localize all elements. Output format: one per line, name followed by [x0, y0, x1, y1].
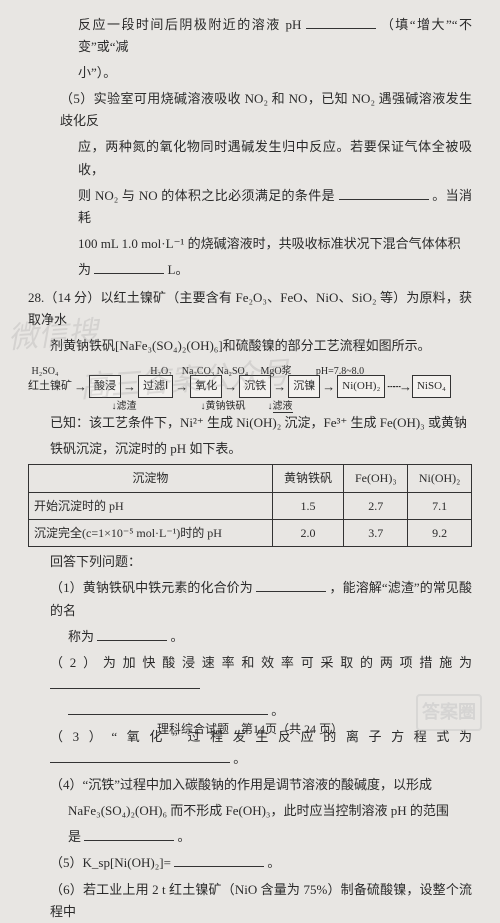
blank[interactable] — [68, 701, 268, 715]
flow-label: H₂SO₄ — [32, 363, 59, 375]
precipitation-table: 沉淀物 黄钠铁矾 Fe(OH)₃ Ni(OH)₂ 开始沉淀时的 pH 1.5 2… — [28, 464, 472, 547]
text: 小”）。 — [78, 65, 116, 80]
blank[interactable] — [174, 853, 264, 867]
text: 反应一段时间后阴极附近的溶液 pH — [78, 17, 301, 32]
text: 称为 — [68, 629, 94, 644]
arrow-icon: → — [222, 376, 239, 398]
blank[interactable] — [50, 749, 230, 763]
table-cell: 9.2 — [408, 519, 472, 546]
table-cell: 2.0 — [272, 519, 344, 546]
table-cell: 1.5 — [272, 492, 344, 519]
sub6: （6）若工业上用 2 t 红土镍矿（NiO 含量为 75%）制备硫酸镍，设整个流… — [28, 879, 472, 923]
flow-label: 滤渣 — [117, 401, 137, 412]
arrow-icon: → — [72, 376, 89, 398]
flow-node: NiSO₄ — [412, 375, 451, 398]
sub2: （2）为加快酸浸速率和效率可采取的两项措施为 — [28, 652, 472, 696]
flow-label: Na₂CO₃ Na₂SO₄ — [182, 363, 248, 375]
sub5: （5）K_sp[Ni(OH)₂]= 。 — [28, 852, 472, 874]
q28-head: 28.（14 分）以红土镍矿（主要含有 Fe₂O₃、FeO、NiO、SiO₂ 等… — [28, 287, 472, 331]
flow-label: 黄钠铁矾 — [206, 401, 246, 412]
text: 是 — [68, 829, 81, 844]
text: 则 NO₂ 与 NO 的体积之比必须满足的条件是 — [78, 188, 335, 203]
table-row: 开始沉淀时的 pH 1.5 2.7 7.1 — [29, 492, 472, 519]
table-row: 沉淀物 黄钠铁矾 Fe(OH)₃ Ni(OH)₂ — [29, 465, 472, 492]
arrow-icon: → — [121, 376, 138, 398]
arrow-icon: → — [320, 376, 337, 398]
text: 回答下列问题： — [50, 554, 141, 569]
blank[interactable] — [84, 827, 174, 841]
table-header: 沉淀物 — [29, 465, 273, 492]
q27-5-l2: 应，两种氮的氧化物同时遇碱发生归中反应。若要保证气体全被吸收， — [28, 136, 472, 180]
text: （5）K_sp[Ni(OH)₂]= — [50, 855, 171, 870]
table-header: 黄钠铁矾 — [272, 465, 344, 492]
flow-node: 酸浸 — [89, 375, 121, 398]
text: 28.（14 分）以红土镍矿（主要含有 Fe₂O₃、FeO、NiO、SiO₂ 等… — [28, 290, 472, 327]
flow-label: H₂O₂ — [150, 363, 171, 375]
table-intro-1: 已知：该工艺条件下，Ni²⁺ 生成 Ni(OH)₂ 沉淀，Fe³⁺ 生成 Fe(… — [28, 412, 472, 434]
blank[interactable] — [256, 578, 326, 592]
table-cell: 开始沉淀时的 pH — [29, 492, 273, 519]
flow-node: Ni(OH)₂ — [337, 375, 385, 398]
arrow-dashed-icon: ┄┄→ — [385, 376, 412, 398]
text: 理科综合试题 第14页（共 24 页） — [157, 722, 343, 736]
text: 。 — [267, 855, 280, 870]
flow-node: 红土镍矿 — [28, 377, 72, 396]
flow-node: 沉镍 — [288, 375, 320, 398]
sub4a: （4）“沉铁”过程中加入碳酸钠的作用是调节溶液的酸碱度，以形成 — [28, 774, 472, 796]
text: 剂黄钠铁矾[NaFe₃(SO₄)₂(OH)₆]和硫酸镍的部分工艺流程如图所示。 — [50, 338, 431, 353]
text: （2）为加快酸浸速率和效率可采取的两项措施为 — [50, 655, 472, 670]
q27-4-line1: 反应一段时间后阴极附近的溶液 pH （填“增大”“不变”或“减 — [28, 14, 472, 58]
blank[interactable] — [94, 260, 164, 274]
text: 。 — [271, 703, 284, 718]
text: 为 — [78, 262, 91, 277]
text: 铁矾沉淀，沉淀时的 pH 如下表。 — [50, 441, 241, 456]
text: L。 — [168, 262, 189, 277]
blank[interactable] — [339, 186, 429, 200]
flow-node: 氧化 — [190, 375, 222, 398]
sub4b: NaFe₃(SO₄)₂(OH)₆ 而不形成 Fe(OH)₃，此时应当控制溶液 p… — [28, 800, 472, 822]
sub4c: 是 。 — [28, 826, 472, 848]
q27-4-line2: 小”）。 — [28, 62, 472, 84]
text: 应，两种氮的氧化物同时遇碱发生归中反应。若要保证气体全被吸收， — [78, 139, 472, 176]
text: 。 — [178, 829, 191, 844]
q28-head2: 剂黄钠铁矾[NaFe₃(SO₄)₂(OH)₆]和硫酸镍的部分工艺流程如图所示。 — [28, 335, 472, 357]
text: 已知：该工艺条件下，Ni²⁺ 生成 Ni(OH)₂ 沉淀，Fe³⁺ 生成 Fe(… — [50, 415, 467, 430]
table-header: Fe(OH)₃ — [344, 465, 408, 492]
table-intro-2: 铁矾沉淀，沉淀时的 pH 如下表。 — [28, 438, 472, 460]
flow-diagram: H₂SO₄ H₂O₂ Na₂CO₃ Na₂SO₄ MgO浆 pH=7.8~8.0… — [28, 363, 472, 410]
blank[interactable] — [50, 675, 200, 689]
table-row: 沉淀完全(c=1×10⁻⁵ mol·L⁻¹)时的 pH 2.0 3.7 9.2 — [29, 519, 472, 546]
table-cell: 3.7 — [344, 519, 408, 546]
stamp-logo: 答案圈 — [416, 694, 482, 731]
arrow-icon: → — [173, 376, 190, 398]
text: （6）若工业上用 2 t 红土镍矿（NiO 含量为 75%）制备硫酸镍，设整个流… — [50, 882, 472, 919]
q27-5-l3: 则 NO₂ 与 NO 的体积之比必须满足的条件是 。当消耗 — [28, 185, 472, 229]
sub1: （1）黄钠铁矾中铁元素的化合价为 ，能溶解“滤渣”的常见酸的名 — [28, 577, 472, 621]
text: NaFe₃(SO₄)₂(OH)₆ 而不形成 Fe(OH)₃，此时应当控制溶液 p… — [68, 803, 449, 818]
text: （4）“沉铁”过程中加入碳酸钠的作用是调节溶液的酸碱度，以形成 — [50, 777, 432, 792]
sub1b: 称为 。 — [28, 626, 472, 648]
q27-5-l1: （5）实验室可用烧碱溶液吸收 NO₂ 和 NO，已知 NO₂ 遇强碱溶液发生歧化… — [28, 88, 472, 132]
blank[interactable] — [97, 627, 167, 641]
table-header: Ni(OH)₂ — [408, 465, 472, 492]
text: （1）黄钠铁矾中铁元素的化合价为 — [50, 580, 253, 595]
table-cell: 沉淀完全(c=1×10⁻⁵ mol·L⁻¹)时的 pH — [29, 519, 273, 546]
answer-label: 回答下列问题： — [28, 551, 472, 573]
q27-5-l4: 100 mL 1.0 mol·L⁻¹ 的烧碱溶液时，共吸收标准状况下混合气体体积 — [28, 233, 472, 255]
arrow-icon: → — [271, 376, 288, 398]
text: 。 — [171, 629, 184, 644]
table-cell: 2.7 — [344, 492, 408, 519]
flow-node: 沉铁 — [239, 375, 271, 398]
table-cell: 7.1 — [408, 492, 472, 519]
flow-label: MgO浆 — [260, 363, 291, 375]
text: （5）实验室可用烧碱溶液吸收 NO₂ 和 NO，已知 NO₂ 遇强碱溶液发生歧化… — [60, 91, 472, 128]
flow-node: 过滤Ⅰ — [138, 375, 173, 398]
text: 100 mL 1.0 mol·L⁻¹ 的烧碱溶液时，共吸收标准状况下混合气体体积 — [78, 236, 461, 251]
text: 。 — [233, 751, 246, 766]
blank[interactable] — [306, 15, 376, 29]
flow-label: pH=7.8~8.0 — [316, 363, 364, 375]
q27-5-l5: 为 L。 — [28, 259, 472, 281]
